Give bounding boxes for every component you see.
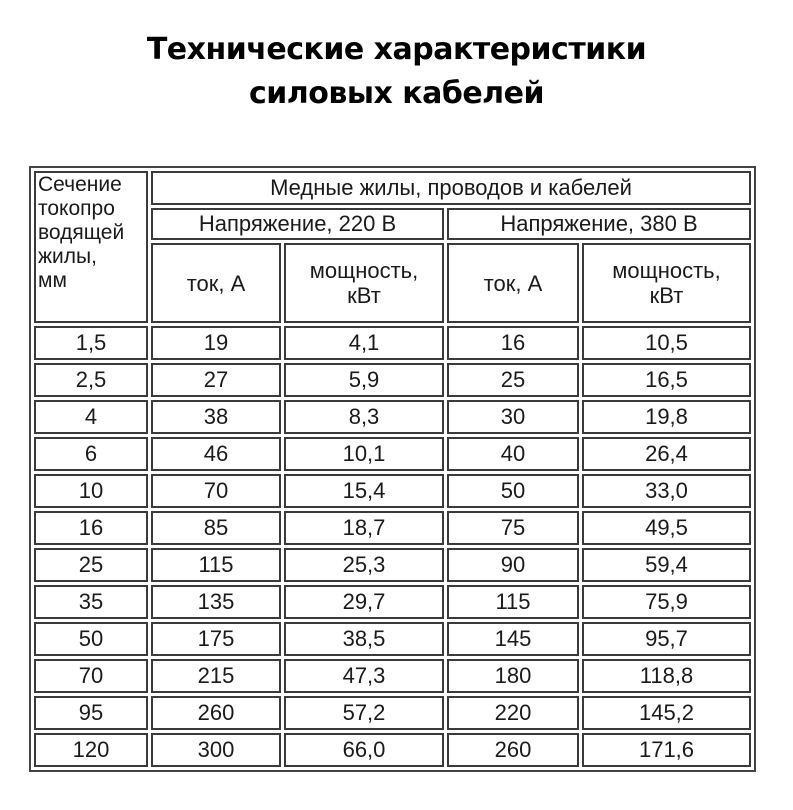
power-380-cell: 33,0 [582,474,751,508]
table-row: 70 215 47,3 180 118,8 [34,659,751,693]
page-title: Технические характеристики силовых кабел… [0,28,793,116]
current-380-cell: 220 [447,696,579,730]
power-220-cell: 25,3 [284,548,444,582]
cross-section-cell: 70 [34,659,148,693]
power-380-cell: 145,2 [582,696,751,730]
power-220-cell: 29,7 [284,585,444,619]
power-header-220: мощность, кВт [284,243,444,323]
header-line: жилы, [38,245,97,268]
current-220-cell: 300 [151,733,281,767]
cross-section-cell: 16 [34,511,148,545]
cable-specs-table: Сечение токопро водящей жилы, мм Медные … [29,166,756,772]
current-380-cell: 16 [447,326,579,360]
power-220-cell: 5,9 [284,363,444,397]
current-220-cell: 85 [151,511,281,545]
current-380-cell: 180 [447,659,579,693]
power-220-cell: 18,7 [284,511,444,545]
table-row: 1,5 19 4,1 16 10,5 [34,326,751,360]
power-380-cell: 95,7 [582,622,751,656]
current-header-380: ток, А [447,243,579,323]
table-row: 10 70 15,4 50 33,0 [34,474,751,508]
power-380-cell: 26,4 [582,437,751,471]
voltage-380-header: Напряжение, 380 В [447,208,751,240]
cross-section-cell: 2,5 [34,363,148,397]
power-380-cell: 16,5 [582,363,751,397]
current-220-cell: 19 [151,326,281,360]
power-220-cell: 47,3 [284,659,444,693]
power-380-cell: 49,5 [582,511,751,545]
current-380-cell: 260 [447,733,579,767]
cross-section-cell: 10 [34,474,148,508]
table-row: 6 46 10,1 40 26,4 [34,437,751,471]
current-220-cell: 175 [151,622,281,656]
power-220-cell: 4,1 [284,326,444,360]
cross-section-cell: 6 [34,437,148,471]
title-line-2: силовых кабелей [248,76,545,111]
current-380-cell: 25 [447,363,579,397]
current-header-220: ток, А [151,243,281,323]
current-380-cell: 115 [447,585,579,619]
voltage-220-header: Напряжение, 220 В [151,208,444,240]
table-row: 35 135 29,7 115 75,9 [34,585,751,619]
power-label: мощность, [309,258,419,283]
power-220-cell: 8,3 [284,400,444,434]
current-220-cell: 135 [151,585,281,619]
power-unit: кВт [649,283,684,308]
power-220-cell: 38,5 [284,622,444,656]
current-380-cell: 50 [447,474,579,508]
power-220-cell: 15,4 [284,474,444,508]
header-line: Сечение [38,173,122,196]
header-line: мм [38,269,67,292]
table-row: 16 85 18,7 75 49,5 [34,511,751,545]
power-220-cell: 57,2 [284,696,444,730]
header-line: водящей [38,221,125,244]
current-380-cell: 145 [447,622,579,656]
cross-section-cell: 50 [34,622,148,656]
power-header-380: мощность, кВт [582,243,751,323]
current-380-cell: 30 [447,400,579,434]
power-220-cell: 10,1 [284,437,444,471]
power-380-cell: 75,9 [582,585,751,619]
current-220-cell: 46 [151,437,281,471]
current-380-cell: 75 [447,511,579,545]
current-380-cell: 90 [447,548,579,582]
power-220-cell: 66,0 [284,733,444,767]
power-380-cell: 10,5 [582,326,751,360]
table-row: 95 260 57,2 220 145,2 [34,696,751,730]
table-row: 4 38 8,3 30 19,8 [34,400,751,434]
power-unit: кВт [347,283,381,308]
power-380-cell: 59,4 [582,548,751,582]
current-220-cell: 260 [151,696,281,730]
current-220-cell: 70 [151,474,281,508]
power-380-cell: 118,8 [582,659,751,693]
current-220-cell: 115 [151,548,281,582]
header-line: токопро [38,197,115,220]
copper-group-header: Медные жилы, проводов и кабелей [151,171,751,205]
table-row: 120 300 66,0 260 171,6 [34,733,751,767]
title-line-1: Технические характеристики [146,32,647,67]
cross-section-cell: 4 [34,400,148,434]
table-row: 2,5 27 5,9 25 16,5 [34,363,751,397]
power-label: мощность, [612,258,721,283]
current-220-cell: 27 [151,363,281,397]
power-380-cell: 19,8 [582,400,751,434]
table-row: 25 115 25,3 90 59,4 [34,548,751,582]
cross-section-cell: 120 [34,733,148,767]
cross-section-cell: 25 [34,548,148,582]
table-row: 50 175 38,5 145 95,7 [34,622,751,656]
power-380-cell: 171,6 [582,733,751,767]
cross-section-cell: 35 [34,585,148,619]
current-220-cell: 38 [151,400,281,434]
current-220-cell: 215 [151,659,281,693]
cross-section-cell: 1,5 [34,326,148,360]
current-380-cell: 40 [447,437,579,471]
cross-section-cell: 95 [34,696,148,730]
cross-section-header: Сечение токопро водящей жилы, мм [34,171,148,323]
